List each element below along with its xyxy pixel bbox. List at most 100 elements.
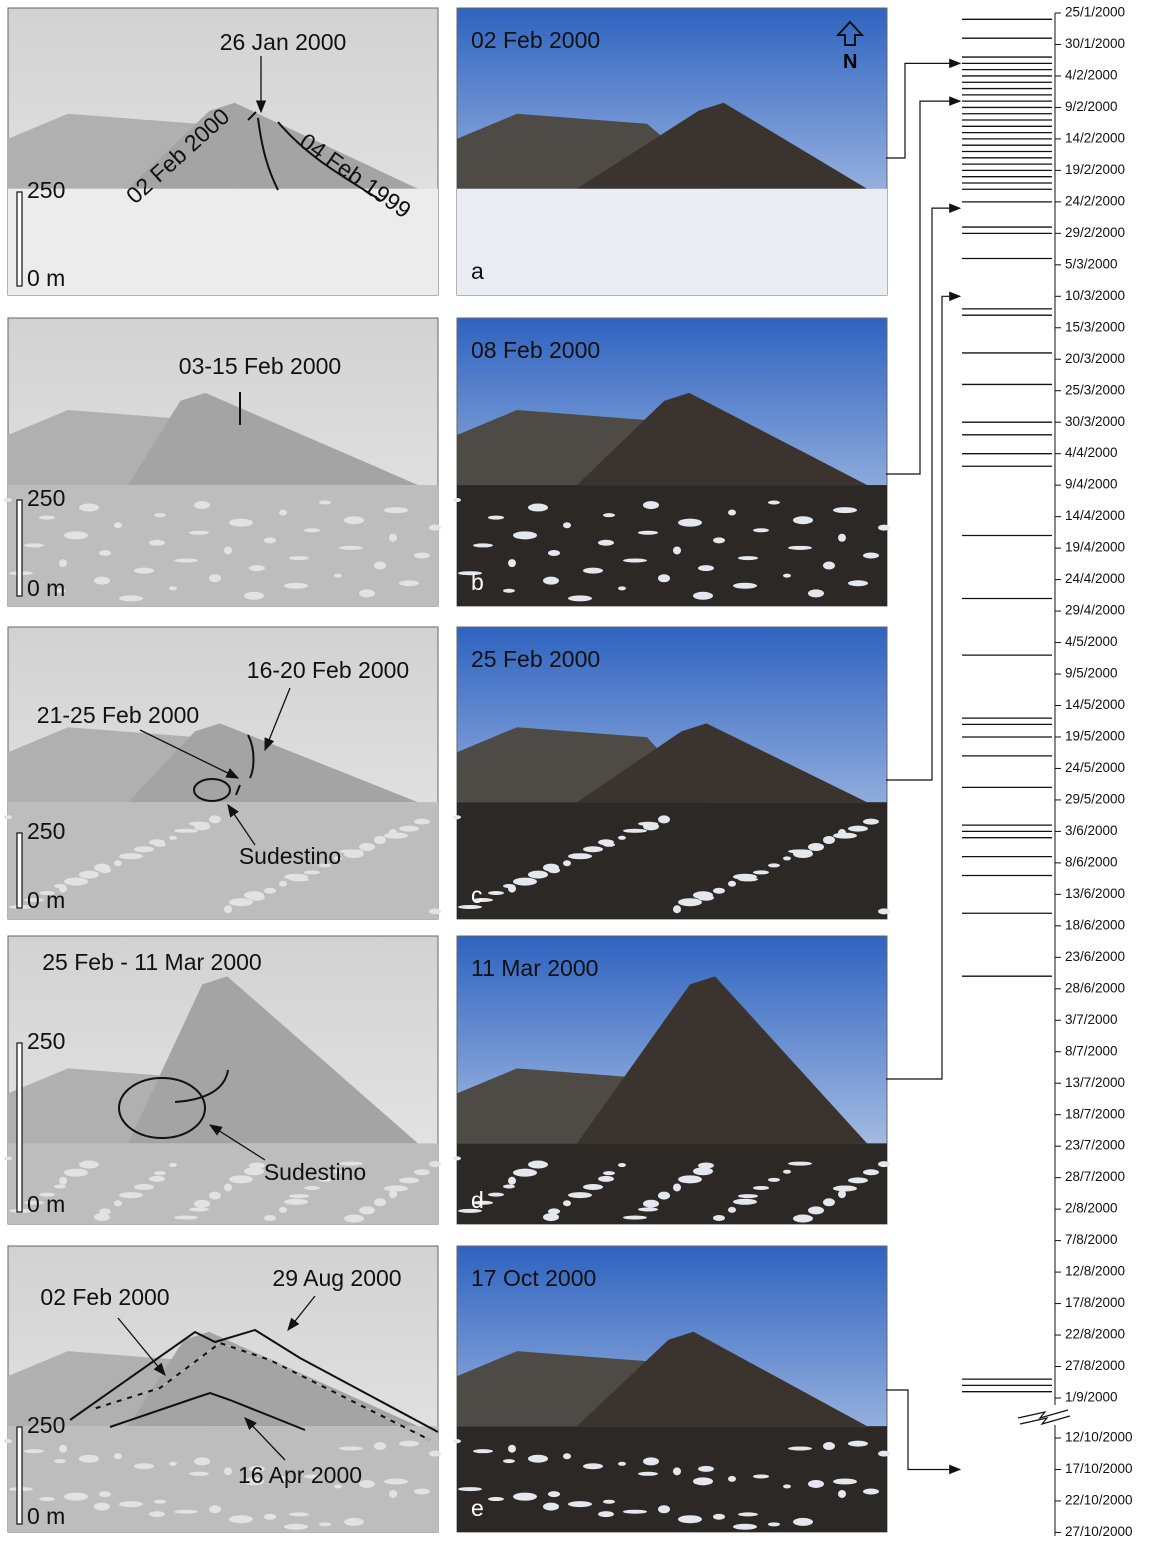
- tick-label: 3/6/2000: [1065, 823, 1118, 838]
- scale-bottom: 0 m: [27, 887, 65, 913]
- snow-patch: [229, 898, 253, 906]
- snow-patch: [793, 516, 813, 524]
- snow-patch: [638, 822, 658, 826]
- snow-patch: [229, 519, 253, 527]
- snow-patch: [374, 836, 386, 844]
- snow-patch: [119, 1192, 143, 1198]
- snow-patch: [733, 1199, 757, 1205]
- snow-patch: [384, 507, 408, 513]
- snow-patch: [728, 1207, 736, 1213]
- tick-label: 20/3/2000: [1065, 351, 1125, 366]
- snow-patch: [658, 1505, 670, 1513]
- tick-label: 25/3/2000: [1065, 382, 1125, 397]
- tick-label: 3/7/2000: [1065, 1012, 1118, 1027]
- tick-label: 9/2/2000: [1065, 99, 1118, 114]
- tick-label: 8/6/2000: [1065, 854, 1118, 869]
- snow-patch: [673, 905, 681, 913]
- snow-patch: [99, 550, 111, 556]
- snow-patch: [229, 1515, 253, 1523]
- annotation: 16 Apr 2000: [238, 1462, 362, 1488]
- panel-letter: a: [471, 258, 484, 284]
- tick-label: 5/3/2000: [1065, 256, 1118, 271]
- tick-label: 10/3/2000: [1065, 288, 1125, 303]
- tick-label: 22/10/2000: [1065, 1493, 1133, 1508]
- snow-patch: [713, 888, 725, 894]
- snow-patch: [768, 863, 780, 867]
- tick-label: 4/5/2000: [1065, 634, 1118, 649]
- scale-top: 250: [27, 1028, 65, 1054]
- snow-patch: [673, 546, 681, 554]
- snow-patch: [79, 871, 99, 879]
- photo-date: 17 Oct 2000: [471, 1265, 596, 1291]
- snow-patch: [279, 881, 287, 887]
- snow-patch: [229, 1175, 253, 1183]
- snow-patch: [59, 1177, 67, 1185]
- snow-patch: [738, 1512, 758, 1516]
- snow-patch: [4, 1156, 12, 1160]
- snow-patch: [503, 1459, 515, 1463]
- ground: [8, 802, 438, 919]
- snow-patch: [414, 552, 430, 558]
- snow-patch: [568, 1501, 592, 1507]
- snow-patch: [453, 1439, 461, 1443]
- snow-patch: [603, 513, 615, 517]
- snow-patch: [583, 1463, 603, 1469]
- snow-patch: [733, 874, 757, 880]
- tick-label: 27/8/2000: [1065, 1358, 1125, 1373]
- snow-patch: [249, 565, 265, 571]
- snow-patch: [793, 1518, 813, 1526]
- snow-patch: [224, 1183, 232, 1191]
- snow-patch: [848, 1441, 868, 1447]
- snow-patch: [264, 1215, 276, 1221]
- snow-patch: [344, 516, 364, 524]
- snow-patch: [114, 522, 122, 528]
- tick-label: 2/8/2000: [1065, 1201, 1118, 1216]
- snow-patch: [833, 507, 857, 513]
- snow-patch: [638, 1472, 658, 1476]
- tick-label: 12/10/2000: [1065, 1430, 1133, 1445]
- date-arrow: [886, 208, 960, 780]
- snow-patch: [339, 1447, 363, 1451]
- snow-patch: [543, 577, 559, 585]
- scale-top: 250: [27, 485, 65, 511]
- tick-label: 15/3/2000: [1065, 319, 1125, 334]
- snow-patch: [833, 1185, 857, 1191]
- snow-patch: [429, 1161, 441, 1167]
- snow-patch: [548, 1491, 560, 1497]
- snow-patch: [114, 1200, 122, 1206]
- snow-patch: [169, 836, 177, 840]
- tick-label: 19/5/2000: [1065, 729, 1125, 744]
- snow-patch: [284, 583, 308, 589]
- snow-patch: [399, 580, 419, 586]
- snow-patch: [389, 1190, 397, 1198]
- snow-patch: [848, 826, 868, 832]
- snow-patch: [488, 516, 504, 520]
- tick-label: 4/4/2000: [1065, 445, 1118, 460]
- snow-patch: [783, 856, 791, 860]
- snow-patch: [384, 1185, 408, 1191]
- snow-patch: [728, 510, 736, 516]
- snow-patch: [64, 531, 88, 539]
- snow-patch: [808, 843, 824, 851]
- snow-patch: [389, 534, 397, 542]
- snow-patch: [728, 1476, 736, 1482]
- tick-label: 28/7/2000: [1065, 1169, 1125, 1184]
- annotation: 29 Aug 2000: [272, 1265, 401, 1291]
- snow-patch: [878, 525, 890, 531]
- snow-patch: [64, 1169, 88, 1177]
- snow-patch: [289, 1512, 309, 1516]
- snow-patch: [643, 501, 659, 509]
- snow-patch: [863, 819, 879, 825]
- tick-label: 25/1/2000: [1065, 5, 1125, 20]
- snow-patch: [209, 1505, 221, 1513]
- snow-patch: [174, 559, 198, 563]
- snow-patch: [568, 853, 592, 859]
- scale-top: 250: [27, 177, 65, 203]
- snow-patch: [838, 829, 846, 837]
- snow-patch: [563, 1453, 571, 1459]
- snow-patch: [568, 595, 592, 601]
- snow-patch: [698, 565, 714, 571]
- snow-patch: [4, 498, 12, 502]
- snow-patch: [284, 1199, 308, 1205]
- snow-patch: [414, 1489, 430, 1495]
